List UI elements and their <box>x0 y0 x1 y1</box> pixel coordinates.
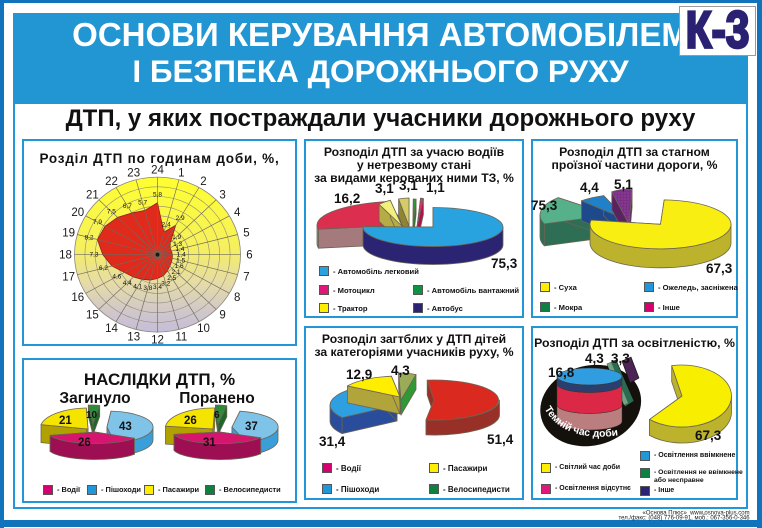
svg-text:1,4: 1,4 <box>175 246 184 253</box>
svg-text:5,8: 5,8 <box>153 192 162 199</box>
svg-text:3,4: 3,4 <box>153 284 162 291</box>
svg-text:2,4: 2,4 <box>162 221 171 228</box>
svg-text:6,2: 6,2 <box>99 265 108 272</box>
svg-text:7: 7 <box>243 272 249 284</box>
svg-text:3,2: 3,2 <box>161 280 170 287</box>
svg-text:17: 17 <box>62 272 75 284</box>
svg-text:2,9: 2,9 <box>176 215 185 222</box>
svg-text:22: 22 <box>105 176 118 188</box>
svg-text:4: 4 <box>234 207 241 219</box>
svg-text:4,4: 4,4 <box>123 280 132 287</box>
svg-text:19: 19 <box>62 228 75 240</box>
svg-text:14: 14 <box>105 323 118 335</box>
svg-text:1,4: 1,4 <box>177 252 186 259</box>
svg-text:5: 5 <box>243 228 249 240</box>
svg-text:13: 13 <box>127 332 140 344</box>
svg-text:4,1: 4,1 <box>133 284 142 291</box>
svg-text:2,1: 2,1 <box>171 269 180 276</box>
svg-text:2,5: 2,5 <box>167 275 176 282</box>
svg-text:1,6: 1,6 <box>175 263 184 270</box>
svg-text:12: 12 <box>151 335 164 347</box>
svg-text:1,9: 1,9 <box>172 234 181 241</box>
svg-text:6,7: 6,7 <box>123 203 132 210</box>
svg-text:20: 20 <box>71 207 84 219</box>
svg-text:2: 2 <box>200 176 206 188</box>
svg-text:16: 16 <box>71 292 84 304</box>
svg-text:4,6: 4,6 <box>112 274 121 281</box>
svg-text:1,5: 1,5 <box>176 257 185 264</box>
svg-text:21: 21 <box>86 190 99 202</box>
svg-text:10: 10 <box>197 323 210 335</box>
svg-text:11: 11 <box>175 332 187 344</box>
svg-text:9: 9 <box>219 310 225 322</box>
svg-text:15: 15 <box>86 310 99 322</box>
svg-text:3,8: 3,8 <box>143 285 152 292</box>
svg-text:7,9: 7,9 <box>93 219 102 226</box>
svg-text:1,3: 1,3 <box>173 241 182 248</box>
svg-text:24: 24 <box>151 165 164 177</box>
svg-text:23: 23 <box>127 168 140 180</box>
svg-text:1: 1 <box>178 168 184 180</box>
svg-text:7,5: 7,5 <box>107 209 116 216</box>
svg-text:8: 8 <box>234 292 240 304</box>
svg-text:5,7: 5,7 <box>138 200 147 207</box>
svg-text:6: 6 <box>246 250 252 262</box>
svg-text:7,3: 7,3 <box>89 252 98 259</box>
svg-text:8,2: 8,2 <box>84 235 93 242</box>
svg-text:3: 3 <box>219 190 225 202</box>
svg-text:18: 18 <box>59 250 72 262</box>
